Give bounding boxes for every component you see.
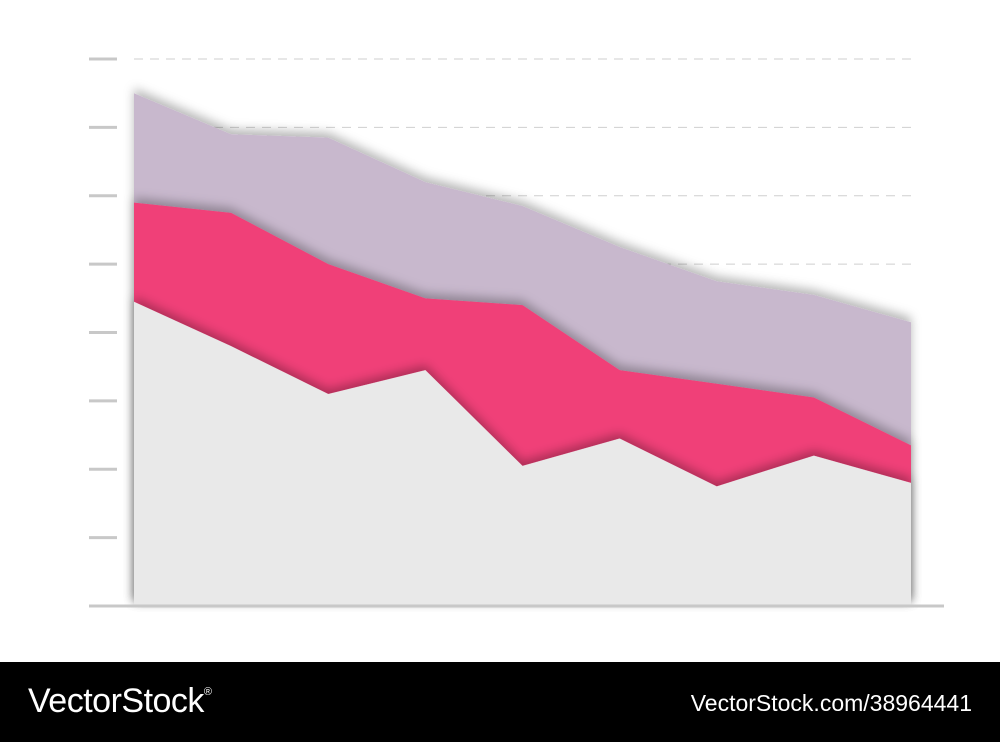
image-id-text: VectorStock.com/38964441 xyxy=(690,690,972,716)
area-series-1 xyxy=(134,301,911,606)
chart-area xyxy=(89,57,944,608)
brand-logo: VectorStock® xyxy=(28,682,212,720)
y-axis-ticks xyxy=(89,57,117,540)
watermark-footer: VectorStock® VectorStock.com/38964441 xyxy=(0,662,1000,742)
registered-mark: ® xyxy=(203,686,212,698)
area-series xyxy=(134,93,911,606)
stacked-area-chart xyxy=(89,57,944,608)
